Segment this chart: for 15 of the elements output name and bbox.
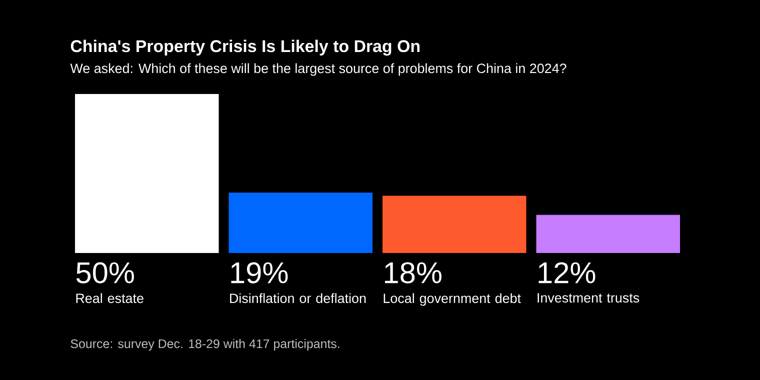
x-tick-label: Local government debt xyxy=(384,293,521,306)
data-label: 50% xyxy=(76,262,134,284)
x-tick-label: Disinflation or deflation xyxy=(230,293,366,304)
bar xyxy=(75,94,219,253)
x-tick-label: Real estate xyxy=(76,293,144,304)
bar xyxy=(228,192,373,253)
x-tick-label: Investment trusts xyxy=(538,293,640,303)
data-label: 12% xyxy=(538,262,596,284)
data-label: 18% xyxy=(384,262,442,284)
data-label: 19% xyxy=(231,262,288,284)
source-note: Source: survey Dec. 18-29 with 417 participants. xyxy=(70,338,340,351)
chart-title: China's Property Crisis Is Likely to Drag On xyxy=(70,40,420,56)
bar xyxy=(536,214,680,253)
chart-subtitle: We asked: Which of these will be the largest source of problems for China in 2024? xyxy=(70,63,566,76)
bar xyxy=(382,196,526,253)
